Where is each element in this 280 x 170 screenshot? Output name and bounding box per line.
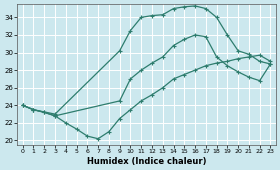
X-axis label: Humidex (Indice chaleur): Humidex (Indice chaleur) — [87, 157, 206, 166]
